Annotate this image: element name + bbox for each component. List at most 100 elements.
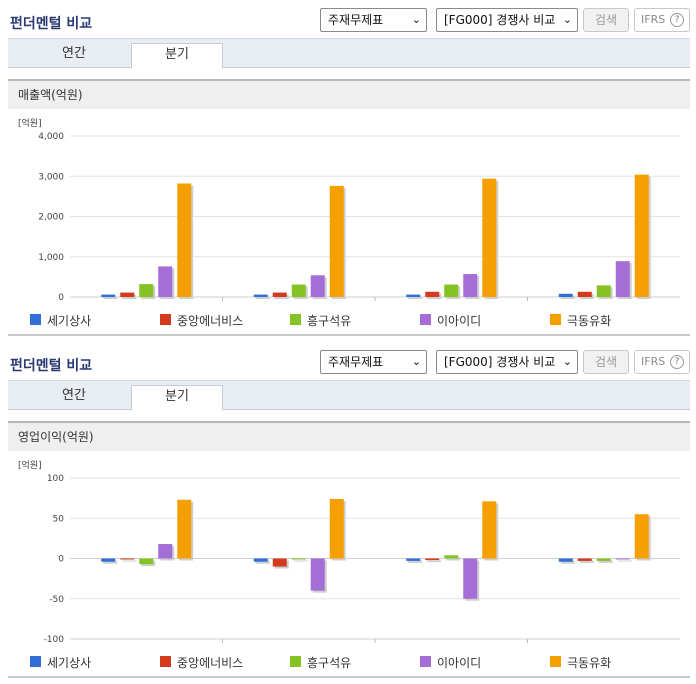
bar[interactable]: [425, 558, 440, 561]
bar[interactable]: [291, 558, 306, 560]
fundamentals-section-revenue: 펀더멘털 비교 주재무제표 ⌄ [FG000] 경쟁사 비교 ⌄ 검색 IFRS…: [8, 8, 690, 336]
bar[interactable]: [139, 558, 154, 565]
legend-swatch: [290, 656, 301, 667]
bar[interactable]: [406, 294, 421, 297]
bar[interactable]: [310, 558, 325, 591]
statement-select-value: 주재무제표: [328, 355, 384, 369]
comparison-select[interactable]: [FG000] 경쟁사 비교 ⌄: [436, 8, 578, 32]
legend-label: 세기상사: [47, 314, 92, 328]
section-bottom-border: [8, 334, 690, 336]
bar[interactable]: [596, 285, 611, 297]
bar[interactable]: [444, 555, 459, 559]
search-button[interactable]: 검색: [583, 350, 629, 374]
chevron-down-icon: ⌄: [411, 13, 421, 26]
bar-chart: [억원]-100-500501002023/062023/092023/1220…: [18, 459, 680, 644]
bar[interactable]: [101, 558, 116, 562]
comparison-select[interactable]: [FG000] 경쟁사 비교 ⌄: [436, 350, 578, 374]
help-icon: ?: [670, 13, 684, 27]
bar-shadow: [408, 560, 423, 563]
ifrs-label: IFRS: [641, 13, 666, 26]
bar[interactable]: [310, 275, 325, 297]
bar-shadow: [446, 557, 461, 561]
bar[interactable]: [558, 293, 573, 297]
bar[interactable]: [425, 291, 440, 297]
comparison-select-value: [FG000] 경쟁사 비교: [444, 13, 556, 27]
bar[interactable]: [272, 292, 287, 297]
tab-yearly[interactable]: 연간: [62, 46, 86, 61]
y-tick-label: 2,000: [38, 213, 64, 223]
bar[interactable]: [253, 294, 268, 297]
bar[interactable]: [329, 185, 344, 297]
statement-select-value: 주재무제표: [328, 13, 384, 27]
tab-quarterly[interactable]: 분기: [131, 43, 223, 69]
bar[interactable]: [482, 501, 497, 559]
fundamentals-section-operating-profit: 펀더멘털 비교 주재무제표 ⌄ [FG000] 경쟁사 비교 ⌄ 검색 IFRS…: [0, 342, 696, 684]
bar[interactable]: [444, 284, 459, 297]
bar[interactable]: [577, 291, 592, 297]
y-tick-label: -50: [49, 595, 64, 605]
y-tick-label: 0: [58, 293, 64, 302]
bar-shadow: [255, 296, 270, 299]
y-tick-label: 3,000: [38, 172, 64, 182]
bar[interactable]: [634, 174, 649, 297]
bar-shadow: [617, 560, 632, 562]
bar-shadow: [560, 295, 575, 299]
legend-swatch: [160, 656, 171, 667]
bar[interactable]: [463, 274, 478, 297]
bar[interactable]: [463, 558, 478, 599]
panel-title: 매출액(억원): [8, 79, 690, 109]
bar[interactable]: [158, 266, 173, 297]
bar[interactable]: [634, 514, 649, 559]
help-icon: ?: [670, 355, 684, 369]
unit-label: [억원]: [18, 117, 42, 129]
statement-select[interactable]: 주재무제표 ⌄: [320, 350, 427, 374]
bar[interactable]: [177, 183, 192, 297]
bar[interactable]: [615, 558, 630, 560]
bar[interactable]: [577, 558, 592, 561]
chevron-down-icon: ⌄: [562, 355, 572, 368]
ifrs-button[interactable]: IFRS ?: [634, 8, 690, 32]
ifrs-button[interactable]: IFRS ?: [634, 350, 690, 374]
legend-swatch: [550, 314, 561, 325]
legend-swatch: [160, 314, 171, 325]
search-button[interactable]: 검색: [583, 8, 629, 32]
bar[interactable]: [120, 558, 135, 560]
period-tabs: 연간 분기: [8, 380, 690, 411]
bar-shadow: [122, 560, 137, 562]
tab-quarterly[interactable]: 분기: [131, 385, 223, 411]
bar[interactable]: [272, 558, 287, 567]
legend-swatch: [420, 656, 431, 667]
section-title: 펀더멘털 비교: [10, 16, 93, 32]
bar[interactable]: [482, 178, 497, 297]
bar[interactable]: [558, 558, 573, 562]
bar-shadow: [579, 560, 594, 563]
legend-label: 극동유화: [567, 656, 612, 670]
bar[interactable]: [291, 284, 306, 297]
bar[interactable]: [101, 294, 116, 297]
legend-swatch: [420, 314, 431, 325]
bar-shadow: [598, 560, 613, 563]
bar[interactable]: [596, 558, 611, 561]
bar-shadow: [293, 560, 308, 562]
legend-swatch: [30, 314, 41, 325]
bar[interactable]: [406, 558, 421, 561]
statement-select[interactable]: 주재무제표 ⌄: [320, 8, 427, 32]
legend-label: 중앙에너비스: [177, 314, 244, 328]
bar[interactable]: [253, 558, 268, 562]
section-title: 펀더멘털 비교: [10, 358, 93, 374]
legend-swatch: [30, 656, 41, 667]
bar-chart: [억원]01,0002,0003,0004,0002023/062023/092…: [18, 117, 680, 302]
tab-yearly[interactable]: 연간: [62, 388, 86, 403]
y-tick-label: 1,000: [38, 253, 64, 263]
comparison-select-value: [FG000] 경쟁사 비교: [444, 355, 556, 369]
bar[interactable]: [158, 544, 173, 559]
bar-shadow: [103, 296, 118, 299]
y-tick-label: 4,000: [38, 132, 64, 142]
bar[interactable]: [615, 261, 630, 297]
bar[interactable]: [177, 499, 192, 559]
legend-swatch: [550, 656, 561, 667]
legend-label: 이아이디: [437, 314, 482, 328]
bar[interactable]: [329, 498, 344, 559]
bar[interactable]: [139, 284, 154, 297]
bar[interactable]: [120, 292, 135, 297]
